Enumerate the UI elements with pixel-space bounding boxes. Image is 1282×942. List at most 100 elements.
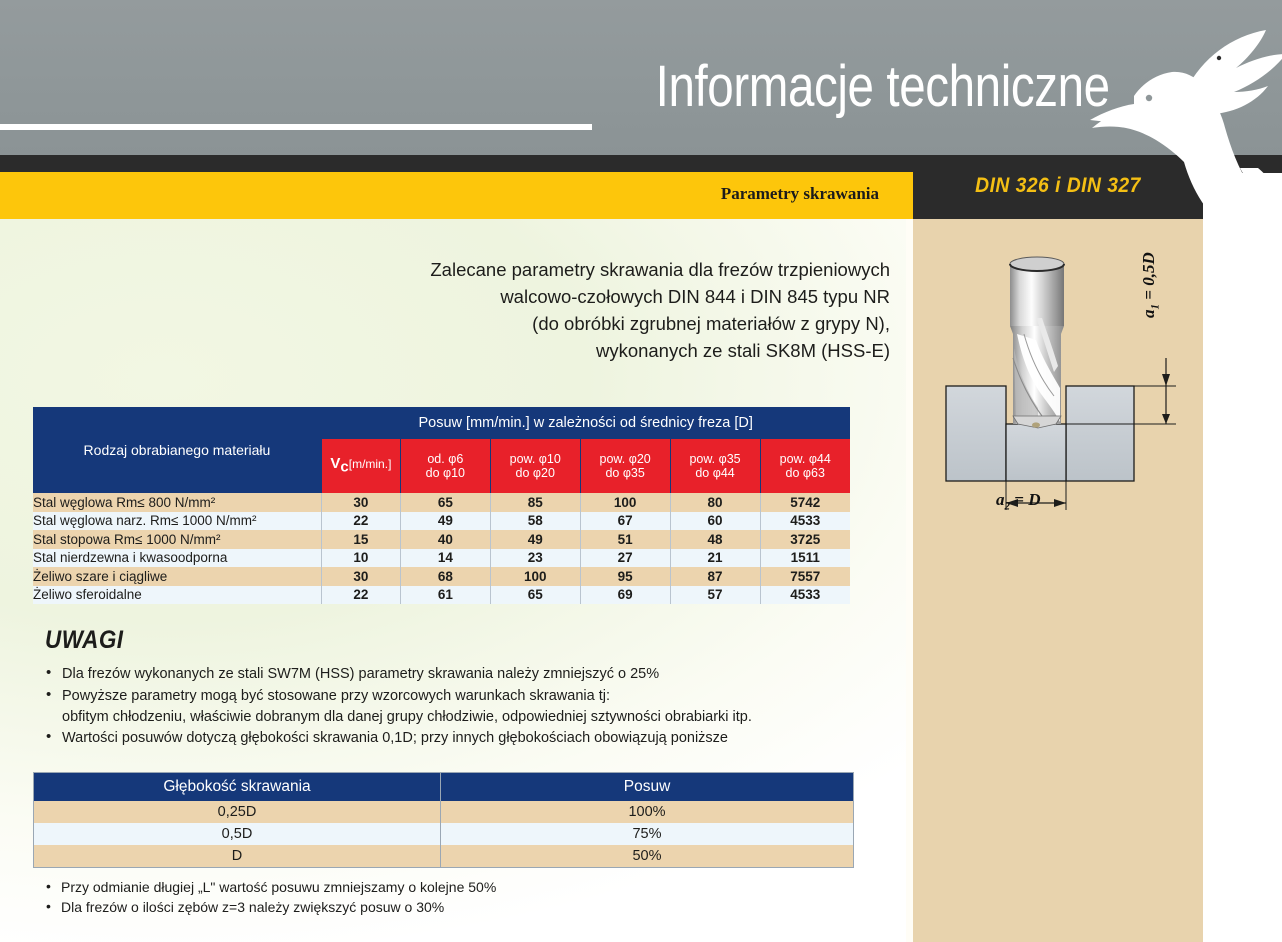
col-header-feed: Posuw <box>440 772 854 801</box>
col-header-d4: pow. φ35 do φ44 <box>669 439 760 493</box>
d1-top: od. φ6 <box>427 452 464 466</box>
intro-line-3: (do obróbki zgrubnej materiałów z grypy … <box>532 313 890 334</box>
note-item: Powyższe parametry mogą być stosowane pr… <box>46 685 886 707</box>
cell-vc: 15 <box>321 530 401 549</box>
cell-d4: 48 <box>670 530 761 549</box>
col-header-d5: pow. φ44 do φ63 <box>759 439 850 493</box>
cell-d3: 95 <box>580 567 671 586</box>
d4-bottom: do φ44 <box>695 466 735 480</box>
cutter-flute-highlight <box>1036 318 1058 372</box>
cell-depth: 0,25D <box>33 801 441 823</box>
depth-feed-table: Głębokość skrawania Posuw 0,25D 100% 0,5… <box>33 772 854 868</box>
note-item: Dla frezów wykonanych ze stali SW7M (HSS… <box>46 663 886 685</box>
cell-material: Stal stopowa Rm≤ 1000 N/mm² <box>33 530 322 549</box>
intro-line-2: walcowo-czołowych DIN 844 i DIN 845 typu… <box>500 286 890 307</box>
cell-d5: 3725 <box>760 530 850 549</box>
footer-note-item: Przy odmianie długiej „L" wartość posuwu… <box>46 876 846 897</box>
cutter-tip <box>1012 415 1062 429</box>
page-title: Informacje techniczne <box>655 54 1110 119</box>
d5-top: pow. φ44 <box>779 452 831 466</box>
note-item: Wartości posuwów dotyczą głębokości skra… <box>46 727 886 749</box>
cell-d1: 65 <box>400 493 491 512</box>
din-standard-badge: DIN 326 i DIN 327 <box>913 155 1203 219</box>
note-item-continuation: obfitym chłodzeniu, właściwie dobranym d… <box>62 709 752 725</box>
cutting-parameters-body: Stal węglowa Rm≤ 800 N/mm² 30 65 85 100 … <box>33 493 850 604</box>
cell-d5: 4533 <box>760 511 850 530</box>
cell-d3: 51 <box>580 530 671 549</box>
d3-bottom: do φ35 <box>605 466 645 480</box>
footer-note-item: Dla frezów o ilości zębów z=3 należy zwi… <box>46 896 846 917</box>
cell-d4: 21 <box>670 548 761 567</box>
dim-v-subscript: 1 <box>1149 303 1162 310</box>
dim-arrow-left <box>1006 499 1018 507</box>
cell-vc: 30 <box>321 493 401 512</box>
cell-d2: 23 <box>490 548 581 567</box>
dim-h-symbol: a <box>996 490 1005 509</box>
din-standard-label: DIN 326 i DIN 327 <box>975 174 1141 197</box>
cell-d3: 27 <box>580 548 671 567</box>
cell-material: Stal węglowa Rm≤ 800 N/mm² <box>33 493 322 512</box>
col-header-material: Rodzaj obrabianego materiału <box>33 407 322 493</box>
table-row: 0,5D 75% <box>33 823 854 845</box>
header-underline-rule <box>0 124 592 130</box>
vc-unit: [m/min.] <box>348 457 392 472</box>
end-mill-cutting-diagram <box>945 256 1176 510</box>
section-title: Parametry skrawania <box>720 184 879 203</box>
dimension-label-width: a2 = D <box>996 490 1041 512</box>
vc-subscript: c <box>340 458 349 476</box>
workpiece-left-block <box>945 385 1007 482</box>
table-row: D 50% <box>33 845 854 868</box>
dim-arrow-right <box>1054 499 1066 507</box>
vc-symbol: V <box>330 455 341 473</box>
footer-notes-list: Przy odmianie długiej „L" wartość posuwu… <box>46 876 846 917</box>
cell-d5: 5742 <box>760 493 850 512</box>
cell-d1: 61 <box>400 585 491 604</box>
cell-depth: D <box>33 845 441 868</box>
cell-d3: 100 <box>580 493 671 512</box>
cell-depth: 0,5D <box>33 823 441 845</box>
cell-d2: 65 <box>490 585 581 604</box>
cell-d4: 60 <box>670 511 761 530</box>
cell-d1: 14 <box>400 548 491 567</box>
d3-top: pow. φ20 <box>599 452 651 466</box>
dimension-label-depth: a1 = 0,5D <box>1139 252 1161 318</box>
cutter-flute-2 <box>1014 348 1038 424</box>
page-header: Informacje techniczne <box>0 0 1282 155</box>
d1-bottom: do φ10 <box>425 466 466 480</box>
cell-material: Stal nierdzewna i kwasoodporna <box>33 548 322 567</box>
table-row: Stal węglowa Rm≤ 800 N/mm² 30 65 85 100 … <box>33 493 850 512</box>
dim-h-subscript: 2 <box>1004 500 1011 513</box>
cell-d5: 1511 <box>760 548 850 567</box>
table-row: Stal stopowa Rm≤ 1000 N/mm² 15 40 49 51 … <box>33 530 850 549</box>
d4-top: pow. φ35 <box>689 452 741 466</box>
cell-material: Żeliwo szare i ciągliwe <box>33 567 322 586</box>
cell-feed: 50% <box>440 845 854 868</box>
cutter-shank <box>1010 264 1064 326</box>
cell-material: Żeliwo sferoidalne <box>33 585 322 604</box>
dim-h-value: = D <box>1014 490 1041 509</box>
table-row: Stal nierdzewna i kwasoodporna 10 14 23 … <box>33 548 850 567</box>
cell-feed: 100% <box>440 801 854 823</box>
dim-v-symbol: a <box>1139 309 1158 319</box>
col-header-d1: od. φ6 do φ10 <box>399 439 491 493</box>
col-header-vc: Vc[m/min.] <box>320 439 401 493</box>
cell-d1: 40 <box>400 530 491 549</box>
d2-top: pow. φ10 <box>509 452 561 466</box>
col-header-depth: Głębokość skrawania <box>33 772 441 801</box>
col-header-d2: pow. φ10 do φ20 <box>489 439 581 493</box>
table-row: Żeliwo sferoidalne 22 61 65 69 57 4533 <box>33 585 850 604</box>
intro-paragraph: Zalecane parametry skrawania dla frezów … <box>330 256 890 364</box>
panel-gutter <box>906 219 913 942</box>
intro-line-1: Zalecane parametry skrawania dla frezów … <box>430 259 890 280</box>
cell-d1: 68 <box>400 567 491 586</box>
cell-d4: 57 <box>670 585 761 604</box>
cell-d2: 49 <box>490 530 581 549</box>
dim-arrow-up <box>1162 374 1170 386</box>
cell-d4: 87 <box>670 567 761 586</box>
cell-d2: 100 <box>490 567 581 586</box>
workpiece-slot-floor <box>1005 423 1067 482</box>
workpiece-right-block <box>1065 385 1135 482</box>
cell-d1: 49 <box>400 511 491 530</box>
col-header-span-feed: Posuw [mm/min.] w zależności od średnicy… <box>321 407 850 439</box>
section-bar: Parametry skrawania <box>0 172 913 219</box>
